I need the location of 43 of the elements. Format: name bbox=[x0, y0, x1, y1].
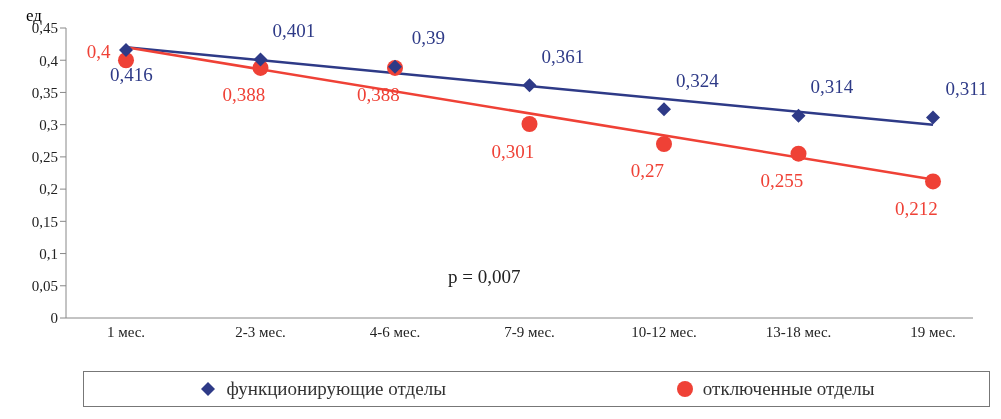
data-label: 0,301 bbox=[491, 140, 535, 162]
y-tick-label: 0,4 bbox=[39, 52, 59, 69]
y-tick-label: 0,35 bbox=[31, 84, 58, 101]
annotation: p = 0,007 bbox=[448, 266, 521, 288]
point bbox=[790, 145, 807, 162]
point bbox=[657, 102, 671, 117]
y-tick-label: 0 bbox=[50, 310, 58, 327]
data-label: 0,39 bbox=[411, 27, 446, 49]
data-label: 0,314 bbox=[810, 76, 854, 98]
data-label: 0,388 bbox=[222, 84, 266, 106]
point bbox=[521, 116, 538, 133]
point bbox=[118, 52, 134, 69]
point bbox=[522, 78, 537, 93]
data-label: 0,311 bbox=[945, 78, 988, 100]
x-tick-label: 1 мес. bbox=[106, 323, 146, 340]
data-label: 0,361 bbox=[541, 45, 585, 67]
data-label: 0,255 bbox=[760, 170, 804, 192]
x-tick-label: 2-3 мес. bbox=[235, 323, 286, 340]
point bbox=[119, 42, 133, 57]
y-tick-label: 0,1 bbox=[39, 245, 58, 262]
point bbox=[925, 173, 941, 190]
point bbox=[656, 136, 672, 152]
x-tick-label: 19 мес. bbox=[910, 323, 956, 340]
point bbox=[253, 52, 268, 67]
x-tick-label: 13-18 мес. bbox=[765, 323, 832, 340]
data-label: 0,27 bbox=[630, 160, 665, 182]
data-label: 0,416 bbox=[110, 64, 153, 86]
data-label: 0,4 bbox=[86, 40, 111, 62]
y-tick-label: 0,05 bbox=[31, 278, 58, 295]
data-label: 0,324 bbox=[676, 69, 720, 91]
y-tick-label: 0,3 bbox=[39, 116, 58, 133]
legend-label: функционирующие отделы bbox=[225, 378, 446, 400]
x-tick-label: 7-9 мес. bbox=[504, 323, 555, 340]
x-tick-label: 10-12 мес. bbox=[631, 323, 697, 340]
point bbox=[791, 108, 806, 123]
y-tick-label: 0,15 bbox=[31, 213, 58, 230]
legend-label: отключенные отделы bbox=[701, 378, 875, 400]
data-label: 0,401 bbox=[272, 20, 316, 42]
point bbox=[926, 110, 940, 125]
y-tick-label: 0,25 bbox=[31, 149, 58, 166]
x-tick-label: 4-6 мес. bbox=[369, 323, 421, 340]
y-tick-label: 0,2 bbox=[39, 181, 58, 198]
data-label: 0,212 bbox=[895, 197, 938, 219]
